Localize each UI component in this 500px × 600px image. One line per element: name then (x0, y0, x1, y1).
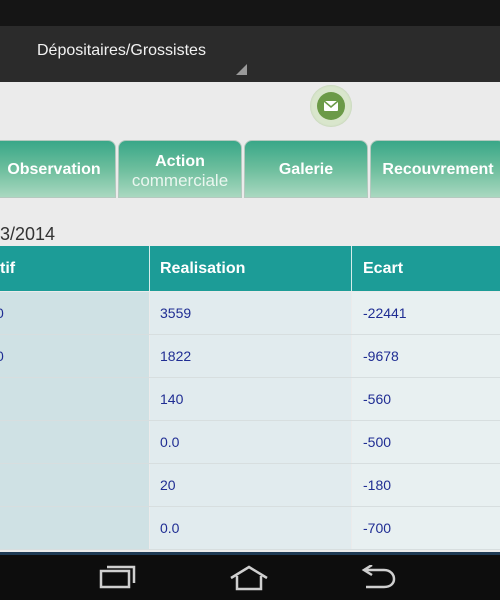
tab-galerie-label: Galerie (278, 161, 334, 178)
tab-observation-label: Observation (7, 161, 101, 178)
status-bar (0, 0, 500, 26)
column-divider (351, 246, 352, 291)
cell-realisation: 140 (150, 378, 351, 420)
cell-ecart: -180 (352, 464, 500, 506)
table-row[interactable]: 0 3559 -22441 (0, 292, 500, 335)
cell-ecart: -560 (352, 378, 500, 420)
cell-objectif (0, 421, 149, 463)
cell-realisation: 1822 (150, 335, 351, 377)
tab-recouvrement[interactable]: Recouvrement (370, 140, 500, 198)
cell-realisation: 20 (150, 464, 351, 506)
send-mail-button[interactable] (310, 85, 352, 127)
cell-ecart: -500 (352, 421, 500, 463)
header-realisation: Realisation (160, 260, 246, 277)
action-bar: Dépositaires/Grossistes (0, 26, 500, 82)
tab-galerie[interactable]: Galerie (244, 140, 368, 198)
tab-action-commerciale[interactable]: Action commerciale (118, 140, 242, 198)
table-row[interactable]: 0 1822 -9678 (0, 335, 500, 378)
cell-realisation: 0.0 (150, 507, 351, 549)
cell-realisation: 0.0 (150, 421, 351, 463)
table-row[interactable]: 20 -180 (0, 464, 500, 507)
tab-action-label-line2: commerciale (131, 171, 229, 190)
navigation-bar (0, 552, 500, 600)
back-icon[interactable] (358, 563, 398, 596)
home-icon[interactable] (228, 564, 270, 597)
tab-observation[interactable]: Observation (0, 140, 116, 198)
table-row[interactable]: 0.0 -500 (0, 421, 500, 464)
header-ecart: Ecart (363, 260, 404, 277)
mail-icon (317, 92, 345, 120)
tab-recouvrement-label: Recouvrement (382, 161, 494, 178)
period-date: 3/2014 (0, 224, 56, 244)
cell-objectif (0, 507, 149, 549)
cell-objectif (0, 378, 149, 420)
tab-action-label-line1: Action (155, 153, 205, 170)
cell-ecart: -700 (352, 507, 500, 549)
cell-realisation: 3559 (150, 292, 351, 334)
spinner-dropdown-arrow-icon[interactable] (236, 64, 247, 75)
main-content: Observation Action commerciale Galerie R… (0, 82, 500, 552)
column-divider (149, 246, 150, 291)
table-header: tif Realisation Ecart (0, 246, 500, 291)
recents-icon[interactable] (99, 565, 137, 596)
category-spinner-value: Dépositaires/Grossistes (37, 42, 206, 59)
category-spinner[interactable]: Dépositaires/Grossistes (37, 42, 206, 60)
header-objectif: tif (0, 260, 16, 277)
tab-bar: Observation Action commerciale Galerie R… (0, 140, 500, 198)
cell-objectif: 0 (0, 335, 149, 377)
cell-ecart: -22441 (352, 292, 500, 334)
cell-objectif: 0 (0, 292, 149, 334)
cell-objectif (0, 464, 149, 506)
table-row[interactable]: 140 -560 (0, 378, 500, 421)
cell-ecart: -9678 (352, 335, 500, 377)
table-row[interactable]: 0.0 -700 (0, 507, 500, 550)
